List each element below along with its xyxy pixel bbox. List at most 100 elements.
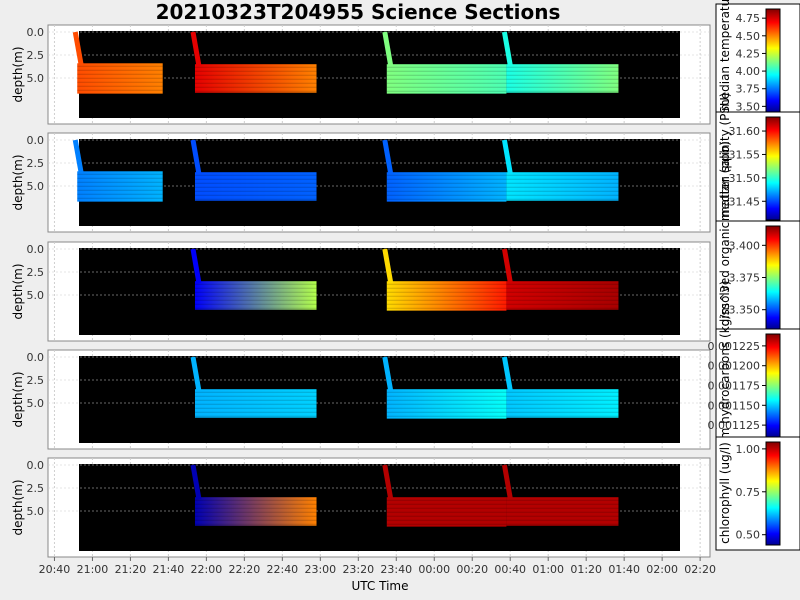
colorbar-tick-label: 3.350 — [729, 304, 761, 317]
x-tick-label: 02:20 — [684, 563, 716, 576]
data-section — [194, 172, 317, 201]
data-section — [194, 281, 317, 310]
profile-trace — [501, 139, 513, 175]
data-section — [386, 497, 507, 527]
x-tick-label: 21:20 — [115, 563, 147, 576]
profile-trace — [382, 139, 394, 175]
x-tick-label: 20:40 — [39, 563, 71, 576]
x-tick-label: 22:40 — [266, 563, 298, 576]
x-tick-label: 23:20 — [342, 563, 374, 576]
colorbar-tick-label: 0.001200 — [708, 360, 761, 373]
y-tick-label: 0.0 — [27, 351, 45, 364]
y-tick-label: 5.0 — [27, 180, 45, 193]
profile-trace — [501, 31, 513, 67]
profile-trace — [190, 464, 202, 500]
x-tick-label: 21:00 — [77, 563, 109, 576]
data-section — [386, 389, 507, 419]
data-section — [506, 281, 619, 310]
panels: 0.02.55.0depth(m)4.754.504.254.003.753.5… — [11, 0, 800, 558]
colorbar-tick-label: 4.75 — [736, 12, 761, 25]
y-tick-label: 0.0 — [27, 26, 45, 39]
data-section — [77, 171, 163, 202]
data-section — [506, 172, 619, 201]
data-section — [506, 64, 619, 93]
y-tick-label: 5.0 — [27, 397, 45, 410]
y-axis-label: depth(m) — [11, 155, 25, 211]
colorbar-frame — [715, 3, 800, 118]
colorbar-gradient — [765, 333, 781, 438]
profile-trace — [190, 139, 202, 175]
colorbar-tick-label: 3.50 — [736, 100, 761, 113]
x-tick-label: 01:20 — [570, 563, 602, 576]
colorbar-tick-label: 3.75 — [736, 83, 761, 96]
data-section — [194, 497, 317, 526]
profile-trace — [382, 31, 394, 67]
profile-trace — [501, 248, 513, 284]
profile-trace — [501, 356, 513, 392]
x-tick-label: 02:00 — [646, 563, 678, 576]
profile-trace — [72, 139, 84, 174]
x-tick-label: 22:20 — [229, 563, 261, 576]
x-tick-label: 23:00 — [304, 563, 336, 576]
colorbar-gradient — [765, 225, 781, 330]
colorbar: 0.001225 0.001200 0.001175 0.001150 0.001125… — [708, 281, 800, 489]
y-axis-label: depth(m) — [11, 480, 25, 536]
profile-trace — [382, 464, 394, 500]
colorbar-tick-label: 0.001225 — [708, 340, 761, 353]
colorbar-gradient — [765, 116, 781, 221]
data-section — [386, 64, 507, 94]
colorbar-tick-label: 31.55 — [729, 148, 761, 161]
y-tick-label: 2.5 — [27, 49, 45, 62]
y-axis-label: depth(m) — [11, 264, 25, 320]
x-axis: 20:40 21:00 21:20 21:40 22:00 22:20 22:40 23:00… — [39, 557, 716, 576]
data-section — [77, 63, 163, 94]
data-section — [194, 64, 317, 93]
panel-3: 0.02.55.0depth(m)3.4003.3753.350chromoph… — [11, 141, 800, 413]
colorbar-tick-label: 31.45 — [729, 195, 761, 208]
data-section — [386, 281, 507, 311]
colorbar-tick-label: 0.001175 — [708, 380, 761, 393]
colorbar-tick-label: 4.00 — [736, 65, 761, 78]
x-tick-label: 00:00 — [418, 563, 450, 576]
y-tick-label: 2.5 — [27, 157, 45, 170]
y-axis-label: depth(m) — [11, 372, 25, 428]
y-tick-label: 0.0 — [27, 134, 45, 147]
y-tick-label: 5.0 — [27, 289, 45, 302]
profile-trace — [382, 248, 394, 284]
colorbar-tick-label: 0.001150 — [708, 399, 761, 412]
x-tick-label: 00:40 — [494, 563, 526, 576]
colorbar-label: chlorophyll (ug/l) — [718, 442, 732, 544]
y-tick-label: 2.5 — [27, 482, 45, 495]
profile-trace — [501, 464, 513, 500]
data-section — [506, 497, 619, 526]
colorbar-tick-label: 31.60 — [729, 125, 761, 138]
colorbar-tick-label: 1.00 — [736, 443, 761, 456]
colorbar-tick-label: 0.50 — [736, 529, 761, 542]
profile-trace — [190, 356, 202, 392]
colorbar: 1.00 0.75 0.50 chlorophyll (ug/l) — [715, 436, 800, 551]
x-tick-label: 22:00 — [191, 563, 223, 576]
y-tick-label: 0.0 — [27, 459, 45, 472]
colorbar-tick-label: 3.400 — [729, 239, 761, 252]
data-section — [194, 389, 317, 418]
y-tick-label: 5.0 — [27, 505, 45, 518]
colorbar-tick-label: 4.25 — [736, 47, 761, 60]
colorbar-gradient — [765, 441, 781, 546]
profile-trace — [190, 248, 202, 284]
data-section — [386, 172, 507, 202]
y-tick-label: 5.0 — [27, 72, 45, 85]
colorbar-tick-label: 31.50 — [729, 172, 761, 185]
profile-trace — [190, 31, 202, 67]
y-tick-label: 2.5 — [27, 266, 45, 279]
colorbar-label: bin median salinity (PSU) — [718, 92, 732, 243]
x-tick-label: 01:40 — [608, 563, 640, 576]
y-axis-label: depth(m) — [11, 47, 25, 103]
colorbar-tick-label: 3.375 — [729, 272, 761, 285]
x-tick-label: 01:00 — [532, 563, 564, 576]
profile-trace — [72, 31, 84, 66]
